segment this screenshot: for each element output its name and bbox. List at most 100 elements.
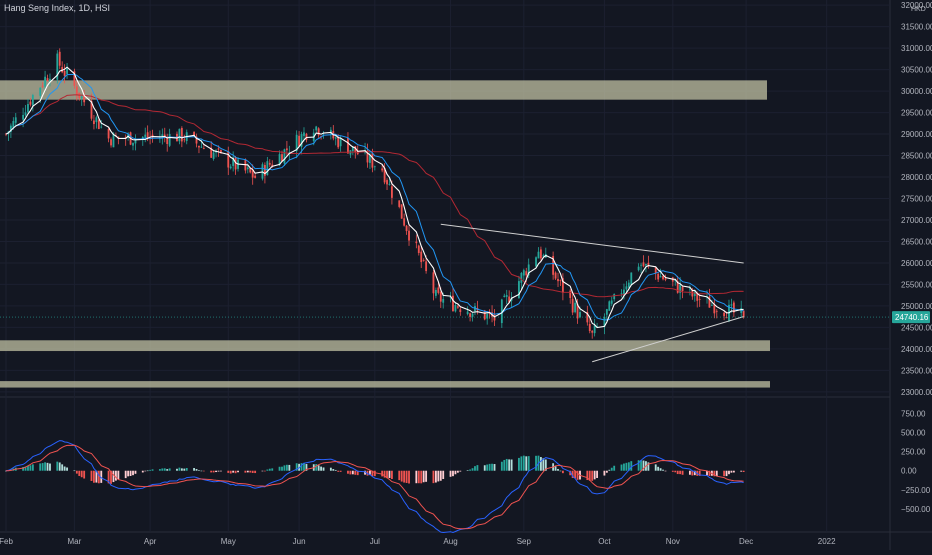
time-tick-label: Dec — [739, 537, 753, 546]
macd-pane — [5, 440, 745, 534]
candle-body — [44, 76, 46, 87]
candle-body — [400, 204, 403, 219]
candle-body — [83, 94, 86, 103]
candle-body — [268, 162, 271, 165]
macd-histogram-bar — [246, 470, 249, 473]
macd-histogram-bar — [339, 470, 342, 472]
macd-tick-label: −250.00 — [901, 486, 931, 495]
macd-histogram-bar — [420, 470, 423, 484]
candle-body — [422, 260, 425, 261]
macd-histogram-bar — [434, 470, 437, 483]
candle-body — [432, 272, 435, 294]
candle-body — [110, 139, 112, 146]
candle-body — [505, 295, 508, 297]
candle-body — [366, 150, 369, 163]
macd-histogram-bar — [659, 468, 662, 471]
macd-histogram-bar — [574, 470, 577, 479]
candle-body — [227, 151, 230, 168]
candle-body — [347, 138, 349, 154]
macd-histogram-bar — [134, 470, 137, 474]
macd-histogram-bar — [642, 460, 645, 471]
candle-body — [93, 120, 95, 125]
macd-histogram-bar — [229, 470, 232, 474]
candle-body — [166, 137, 169, 145]
macd-histogram-bar — [220, 470, 222, 472]
price-tick-label: 23500.00 — [901, 366, 932, 375]
candle-body — [605, 309, 608, 315]
candle-body — [510, 298, 513, 301]
candle-body — [730, 304, 733, 306]
candle-body — [388, 183, 391, 185]
macd-histogram-bar — [351, 470, 354, 475]
macd-histogram-bar — [708, 470, 711, 476]
candle-body — [27, 104, 29, 113]
macd-histogram-bar — [559, 470, 562, 472]
candle-body — [398, 200, 401, 207]
candle-body — [627, 282, 630, 288]
macd-histogram-bar — [383, 470, 386, 478]
time-tick-label: Oct — [598, 537, 611, 546]
macd-histogram-bar — [437, 470, 440, 482]
macd-histogram-bar — [715, 470, 718, 477]
macd-histogram-bar — [24, 466, 27, 471]
macd-histogram-bar — [503, 459, 506, 471]
ma-slow-line — [5, 94, 744, 298]
candle-body — [405, 225, 408, 232]
candle-body — [334, 137, 337, 139]
candle-body — [642, 262, 645, 267]
candle-body — [508, 296, 511, 303]
macd-histogram-bar — [268, 468, 271, 471]
candle-body — [486, 313, 489, 319]
time-tick-label: 2022 — [818, 537, 836, 546]
sr-zone — [0, 340, 770, 352]
candle-body — [474, 306, 476, 312]
candle-body — [386, 180, 388, 185]
macd-histogram-bar — [403, 470, 406, 483]
macd-histogram-bar — [405, 470, 408, 483]
macd-histogram-bar — [58, 462, 61, 471]
macd-histogram-bar — [674, 470, 677, 473]
candle-body — [623, 289, 625, 296]
candle-body — [408, 230, 410, 241]
candle-body — [22, 114, 25, 120]
candle-body — [681, 286, 684, 291]
candle-body — [520, 272, 523, 283]
candle-body — [317, 128, 320, 136]
price-tick-label: 27500.00 — [901, 195, 932, 204]
macd-histogram-bar — [78, 470, 81, 476]
sr-zone — [0, 381, 770, 388]
macd-histogram-bar — [398, 470, 401, 481]
macd-histogram-bar — [449, 470, 452, 477]
macd-histogram-bar — [408, 470, 410, 484]
time-tick-label: Jun — [293, 537, 306, 546]
candle-body — [134, 138, 137, 144]
candle-body — [24, 112, 27, 116]
macd-histogram-bar — [261, 470, 264, 472]
candle-body — [471, 313, 474, 317]
candle-body — [420, 251, 423, 263]
last-price-badge — [892, 311, 930, 324]
candle-body — [442, 299, 445, 303]
macd-histogram-bar — [249, 470, 252, 473]
candle-body — [466, 311, 469, 315]
candle-body — [591, 330, 594, 333]
candle-body — [337, 137, 340, 148]
macd-histogram-bar — [561, 470, 564, 474]
macd-histogram-bar — [706, 470, 708, 476]
macd-histogram-bar — [625, 462, 628, 471]
price-tick-label: 25500.00 — [901, 280, 932, 289]
macd-histogram-bar — [271, 468, 274, 471]
macd-histogram-bar — [254, 470, 257, 474]
candle-body — [100, 126, 103, 128]
candle-body — [141, 136, 144, 139]
price-tick-label: 30500.00 — [901, 66, 932, 75]
candle-body — [90, 100, 93, 119]
macd-histogram-bar — [200, 470, 203, 472]
candle-body — [249, 168, 252, 173]
macd-histogram-bar — [723, 470, 726, 477]
macd-histogram-bar — [215, 470, 217, 473]
macd-histogram-bar — [539, 457, 542, 471]
candle-body — [449, 297, 452, 299]
